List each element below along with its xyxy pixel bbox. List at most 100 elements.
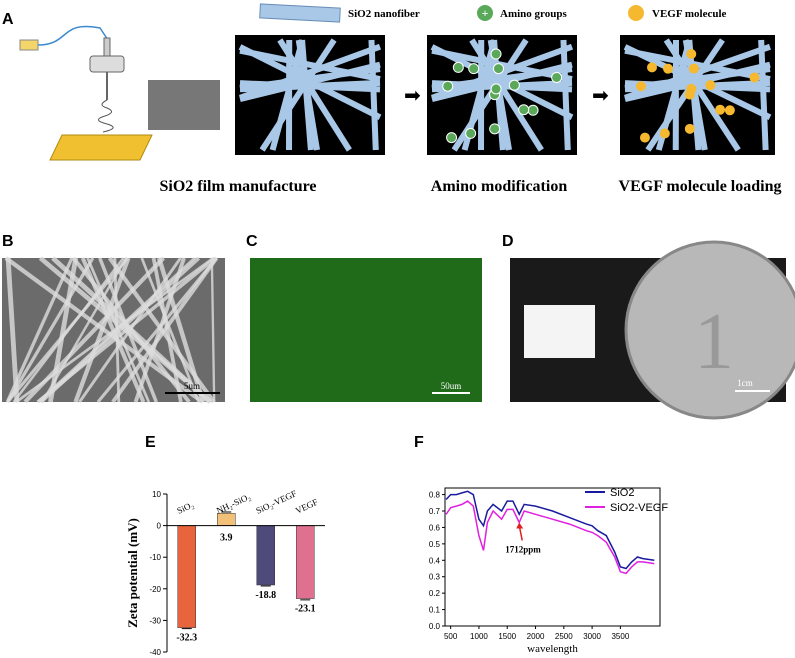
y-tick-label: 0.7 [429,507,441,516]
x-tick-label: NH₂-SiO₂ [215,491,252,515]
y-tick-label: 0.0 [429,622,441,631]
legend-text: Amino groups [500,8,567,20]
sem-fiber [12,257,125,403]
value-label: -32.3 [176,633,197,644]
vegf-molecule [724,105,735,116]
sem-fiber [133,257,186,403]
value-label: -23.1 [295,604,316,615]
sem-fiber [98,257,158,403]
vegf-molecule [684,123,695,134]
fiber [239,66,381,92]
vegf-molecule [686,49,697,60]
sem-fiber [5,257,20,403]
fluorescence-image [250,258,482,402]
sem-fiber [140,257,201,403]
annotation: 1712ppm [505,545,541,555]
panel-label: F [414,434,424,451]
amino-group [492,63,504,75]
amino-group [527,104,539,116]
vegf-molecule [715,104,726,115]
coin-digit: 1 [694,298,734,386]
amino-group [468,63,480,75]
y-tick-label: 0.1 [429,606,441,615]
step-caption: VEGF molecule loading [619,178,782,195]
vegf-molecule [705,80,716,91]
y-tick-label: 0.5 [429,540,441,549]
vegf-molecule [647,62,658,73]
sem-fiber [15,256,215,404]
y-axis-label: Zeta potential (mV) [125,518,140,628]
amino-group [508,79,520,91]
x-tick-label: SiO₂-VEGF [254,488,298,516]
legend-label: SiO2 [610,487,634,499]
vegf-molecule [663,63,674,74]
y-tick-label: 0.4 [429,556,441,565]
x-tick-label: SiO₂ [175,499,195,515]
fiber [368,39,379,151]
panel-label: B [2,233,14,250]
legend-text: SiO2 nanofiber [348,8,420,20]
amino-group [518,104,530,116]
sem-fiber [151,257,183,403]
x-tick-label: 3000 [583,632,601,641]
value-label: 3.9 [220,533,233,544]
y-tick-label: -30 [149,616,161,625]
amino-group [446,132,458,144]
arrow: ➡ [592,85,609,107]
panel-label: E [145,434,156,451]
x-tick-label: 3500 [611,632,629,641]
bar [177,525,196,628]
x-tick-label: 2500 [555,632,573,641]
amino-group [551,71,563,83]
legend-label: SiO2-VEGF [610,502,668,514]
x-tick-label: VEGF [294,497,320,516]
sem-fiber [6,257,95,403]
amino-group [490,48,502,60]
panel-label: D [502,233,514,250]
sem-fiber [210,257,216,403]
arrow-head [516,522,524,529]
amino-group [490,83,502,95]
legend-icon: + [482,6,489,20]
sem-fiber [5,257,74,403]
y-tick-label: 0 [157,522,162,531]
legend-text: VEGF molecule [652,8,727,20]
value-label: -18.8 [255,590,276,601]
x-tick-label: 500 [444,632,458,641]
x-tick-label: 2000 [527,632,545,641]
bar [296,525,315,599]
y-tick-label: -20 [149,585,161,594]
sem-fiber [111,256,219,404]
arrow: ➡ [404,85,421,107]
bar [256,525,275,586]
y-tick-label: -40 [149,648,161,657]
legend-fiber [259,3,341,23]
fiber [239,79,381,93]
y-tick-label: -10 [149,553,161,562]
vegf-molecule [639,132,650,143]
fiber [431,66,573,92]
amino-group [452,61,464,73]
sem-fiber [156,257,206,403]
fiber [259,38,337,152]
film-sample [524,305,595,358]
fiber [624,79,771,93]
vegf-molecule [659,128,670,139]
y-tick-label: 0.8 [429,491,441,500]
step-caption: SiO2 film manufacture [159,178,316,195]
y-tick-label: 0.2 [429,589,441,598]
panel-label: A [2,11,14,28]
amino-group [442,80,454,92]
scale-label: 1cm [737,378,753,388]
legend-amino [477,5,493,21]
legend-vegf [628,5,644,21]
amino-group [489,123,501,135]
fiber [295,39,321,151]
panel-label: C [246,233,258,250]
line-series [445,490,655,570]
sem-fiber [41,257,128,403]
scale-label: 50um [441,381,462,391]
vegf-molecule [635,81,646,92]
y-tick-label: 10 [152,490,161,499]
